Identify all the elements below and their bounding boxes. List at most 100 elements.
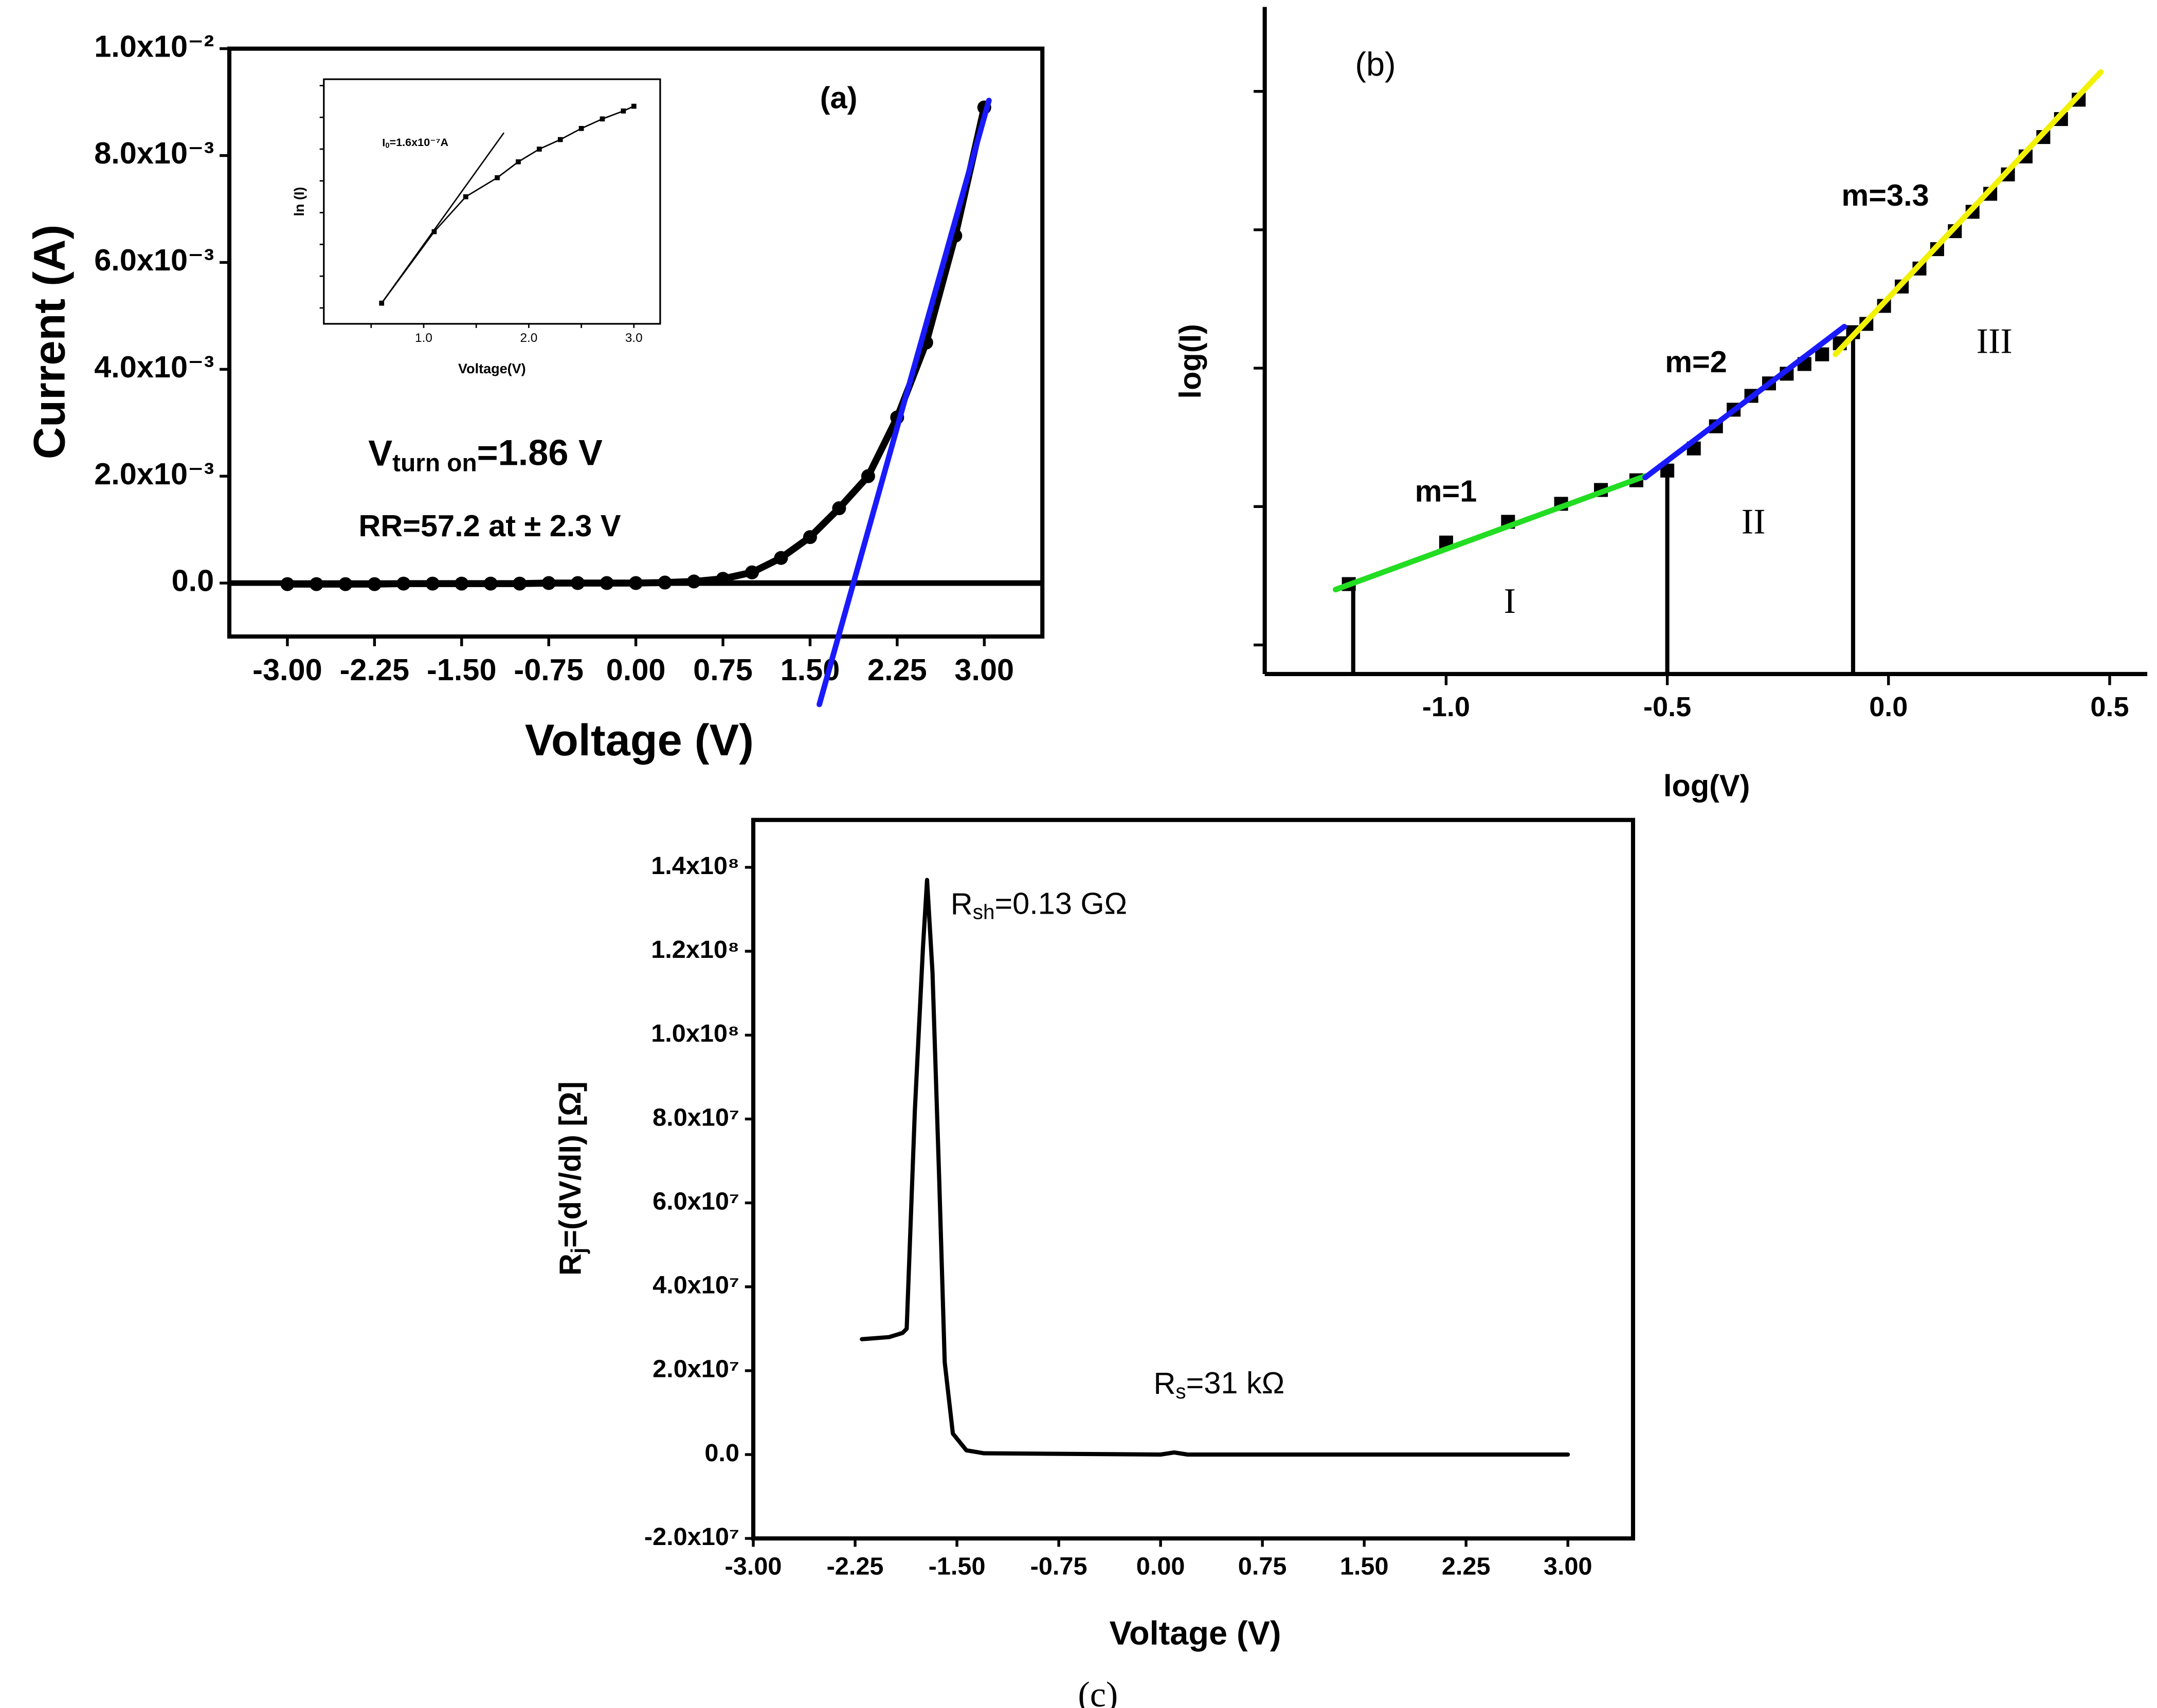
x-tick-label: 2.0	[520, 331, 537, 345]
y-tick-label: 8.0x10⁻³	[94, 136, 214, 170]
y-axis-title: ln (I)	[292, 187, 307, 216]
x-tick-label: 0.5	[2090, 692, 2129, 722]
annotation: m=1	[1415, 474, 1477, 508]
data-point	[716, 572, 730, 586]
data-point	[513, 576, 527, 591]
fit-line	[817, 98, 992, 707]
y-axis-title: log(I)	[1173, 324, 1207, 398]
y-tick-label: 6.0x10⁷	[652, 1187, 739, 1215]
fit-line	[1642, 323, 1847, 481]
data-point	[658, 575, 672, 590]
x-tick-label: 0.75	[1238, 1553, 1287, 1580]
annotation-part: sh	[973, 900, 995, 923]
y-tick-label: 1.2x10⁸	[651, 936, 739, 964]
y-tick-label: 6.0x10⁻³	[94, 243, 214, 277]
y-tick-label: 0.0	[172, 564, 214, 598]
data-point	[745, 565, 759, 579]
annotation-part: turn on	[392, 449, 477, 477]
annotation-part: II	[1742, 502, 1766, 542]
data-point	[455, 576, 469, 591]
data-point	[803, 530, 817, 544]
x-tick-label: -1.50	[929, 1553, 986, 1580]
annotation-part: RR=57.2 at ± 2.3 V	[358, 508, 621, 543]
data-point	[516, 159, 521, 165]
x-tick-label: -1.50	[427, 652, 497, 687]
y-axis-title: Current (A)	[25, 225, 75, 459]
y-tick-label: 0.0	[704, 1439, 739, 1467]
x-axis-title: log(V)	[1663, 768, 1750, 803]
annotation: III	[1977, 321, 2013, 361]
data-point	[280, 577, 295, 591]
y-axis-title-part: j	[566, 1248, 590, 1254]
data-point	[431, 229, 437, 234]
y-tick-label: 1.0x10⁸	[651, 1020, 739, 1047]
y-axis-title: Rj=(dV/dI) [Ω]	[553, 1081, 590, 1276]
data-point	[483, 576, 498, 591]
x-tick-label: -3.00	[725, 1553, 782, 1580]
annotation-part: R	[951, 886, 973, 921]
x-axis-title: Voltage(V)	[458, 361, 526, 376]
data-point	[536, 147, 542, 152]
x-axis-title: Voltage (V)	[1110, 1614, 1281, 1652]
y-tick-label: 2.0x10⁻³	[94, 457, 214, 491]
fit-line	[380, 132, 504, 304]
x-tick-label: 3.00	[954, 652, 1014, 687]
x-tick-label: 0.00	[606, 652, 666, 687]
fit-line	[1833, 69, 2104, 357]
annotation-part: =1.6x10⁻⁷A	[390, 136, 449, 149]
fit-line	[860, 878, 1570, 1457]
data-point	[687, 574, 701, 589]
x-tick-label: -0.75	[514, 652, 584, 687]
data-point	[631, 103, 637, 109]
data-point	[621, 108, 626, 114]
x-tick-label: 0.0	[1869, 692, 1908, 722]
annotation-part: V	[368, 432, 392, 473]
x-tick-label: 2.25	[1442, 1553, 1491, 1580]
data-point	[425, 576, 440, 591]
x-axis-title: Voltage (V)	[525, 716, 754, 765]
annotation-part: III	[1977, 321, 2013, 361]
x-tick-label: 1.0	[415, 331, 432, 345]
data-point	[396, 576, 411, 591]
annotation-part: m=3.3	[1841, 178, 1929, 212]
x-tick-label: 2.25	[867, 652, 927, 687]
annotation-part: =1.86 V	[477, 432, 603, 473]
data-point	[600, 576, 614, 590]
annotation-part: R	[1153, 1366, 1175, 1401]
x-tick-label: 0.75	[693, 652, 753, 687]
y-axis-title-part: =(dV/dI) [Ω]	[553, 1081, 587, 1247]
y-tick-label: 1.4x10⁸	[651, 852, 739, 880]
data-point	[495, 175, 500, 180]
x-tick-label: 3.0	[625, 331, 643, 345]
data-point	[367, 577, 382, 591]
y-tick-label: 4.0x10⁷	[652, 1271, 739, 1299]
annotation: m=3.3	[1841, 178, 1929, 212]
x-tick-label: 3.00	[1544, 1553, 1592, 1580]
annotation: m=2	[1665, 344, 1727, 379]
y-axis-title-part: R	[553, 1253, 587, 1276]
data-point	[338, 577, 353, 591]
x-tick-label: -2.25	[340, 652, 410, 687]
x-tick-label: 0.00	[1136, 1553, 1185, 1580]
annotation: Rs=31 kΩ	[1153, 1366, 1284, 1403]
data-point	[629, 576, 643, 590]
annotation: I	[1504, 581, 1516, 621]
panel-label: (a)	[820, 80, 858, 115]
data-point	[600, 116, 605, 122]
annotation: II	[1742, 502, 1766, 542]
data-point	[463, 194, 468, 199]
annotation: RR=57.2 at ± 2.3 V	[358, 508, 621, 543]
x-tick-label: -2.25	[827, 1553, 884, 1580]
x-tick-label: 1.50	[1340, 1553, 1389, 1580]
x-tick-label: -0.5	[1643, 692, 1691, 722]
plot-frame	[751, 817, 1636, 1541]
data-point	[861, 469, 875, 483]
x-tick-label: -3.00	[252, 652, 322, 687]
data-point	[309, 577, 323, 591]
data-point	[571, 576, 585, 590]
data-point	[774, 551, 788, 565]
panel-label: (b)	[1355, 45, 1395, 83]
annotation-part: s	[1175, 1379, 1186, 1403]
